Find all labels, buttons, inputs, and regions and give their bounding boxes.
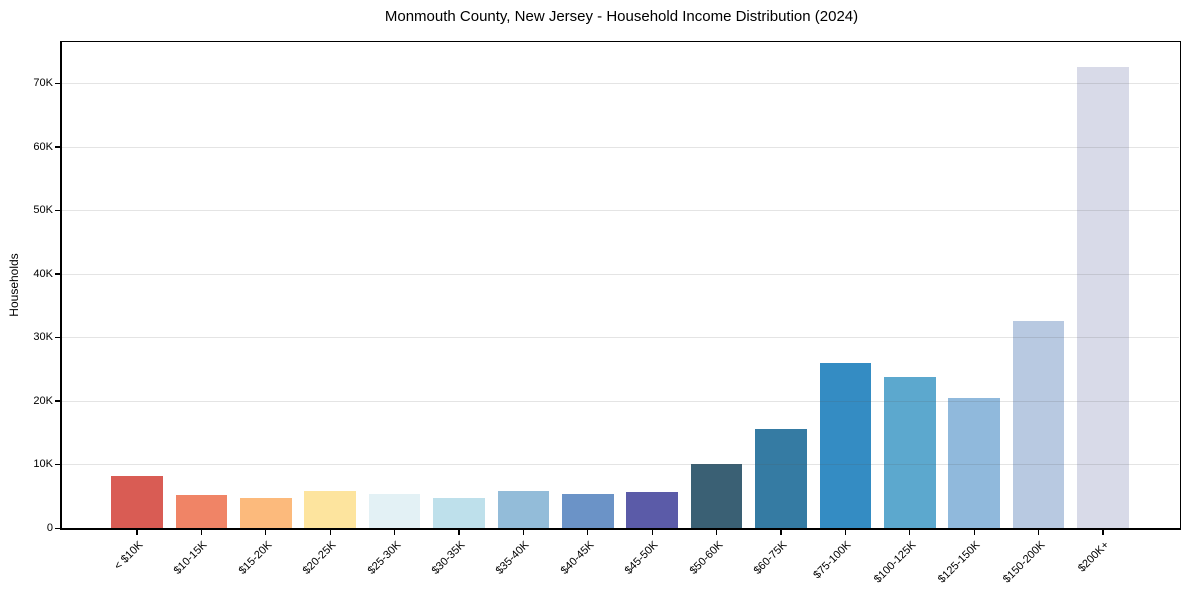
y-tick-mark xyxy=(55,146,60,148)
x-tick-mark xyxy=(200,530,203,536)
plot-area xyxy=(62,42,1179,528)
gridline-20000 xyxy=(62,400,1179,402)
y-tick-label: 0 xyxy=(46,522,53,534)
y-tick-mark xyxy=(55,527,60,529)
x-tick-mark xyxy=(329,530,331,536)
bar-11 xyxy=(819,363,872,528)
y-axis-label: Households xyxy=(7,253,21,317)
y-tick-mark xyxy=(55,273,60,275)
bar-6 xyxy=(497,491,550,528)
x-tick-mark xyxy=(394,530,396,536)
gridline-70000 xyxy=(62,83,1179,85)
bar-10 xyxy=(755,428,807,528)
bar-9 xyxy=(690,464,743,528)
gridline-60000 xyxy=(62,146,1179,148)
right-spine xyxy=(1179,41,1181,530)
y-tick-mark xyxy=(55,336,60,339)
x-tick-mark xyxy=(1038,530,1040,536)
x-tick-mark xyxy=(973,530,975,536)
y-tick-mark xyxy=(55,463,60,466)
y-tick-label: 40K xyxy=(33,267,53,280)
bar-14 xyxy=(1012,320,1065,528)
x-tick-mark xyxy=(651,530,653,536)
top-spine xyxy=(60,41,1181,43)
bar-15 xyxy=(1077,66,1129,528)
bar-8 xyxy=(626,491,678,528)
bar-5 xyxy=(433,497,485,528)
y-tick-mark xyxy=(55,82,60,85)
bar-13 xyxy=(948,398,1000,528)
gridline-50000 xyxy=(62,210,1179,212)
x-tick-mark xyxy=(522,530,525,536)
x-tick-mark xyxy=(1102,530,1104,536)
y-tick-label: 70K xyxy=(33,77,53,90)
y-tick-label: 20K xyxy=(33,394,53,407)
y-tick-label: 60K xyxy=(33,140,53,153)
bar-12 xyxy=(884,376,936,528)
x-tick-mark xyxy=(780,530,782,536)
bar-3 xyxy=(304,491,356,528)
bottom-spine xyxy=(60,528,1181,531)
bar-2 xyxy=(240,498,292,528)
y-tick-mark xyxy=(55,209,60,212)
x-tick-mark xyxy=(844,530,847,536)
x-tick-mark xyxy=(265,530,267,536)
x-tick-mark xyxy=(909,530,911,536)
x-tick-mark xyxy=(716,530,718,536)
gridline-40000 xyxy=(62,273,1179,275)
bar-7 xyxy=(562,494,614,528)
x-tick-mark xyxy=(587,530,589,536)
bar-4 xyxy=(368,493,421,528)
bar-1 xyxy=(175,494,228,528)
y-tick-label: 10K xyxy=(33,458,53,471)
x-tick-mark xyxy=(136,530,138,536)
x-tick-label: < $10K xyxy=(112,539,146,573)
bar-0 xyxy=(111,475,163,528)
chart-title: Monmouth County, New Jersey - Household … xyxy=(384,8,859,25)
y-tick-mark xyxy=(55,400,60,402)
y-tick-label: 30K xyxy=(33,331,53,344)
left-spine xyxy=(60,41,62,530)
gridline-30000 xyxy=(62,337,1179,339)
x-tick-mark xyxy=(458,530,460,536)
y-tick-label: 50K xyxy=(33,204,53,217)
gridline-10000 xyxy=(62,464,1179,466)
